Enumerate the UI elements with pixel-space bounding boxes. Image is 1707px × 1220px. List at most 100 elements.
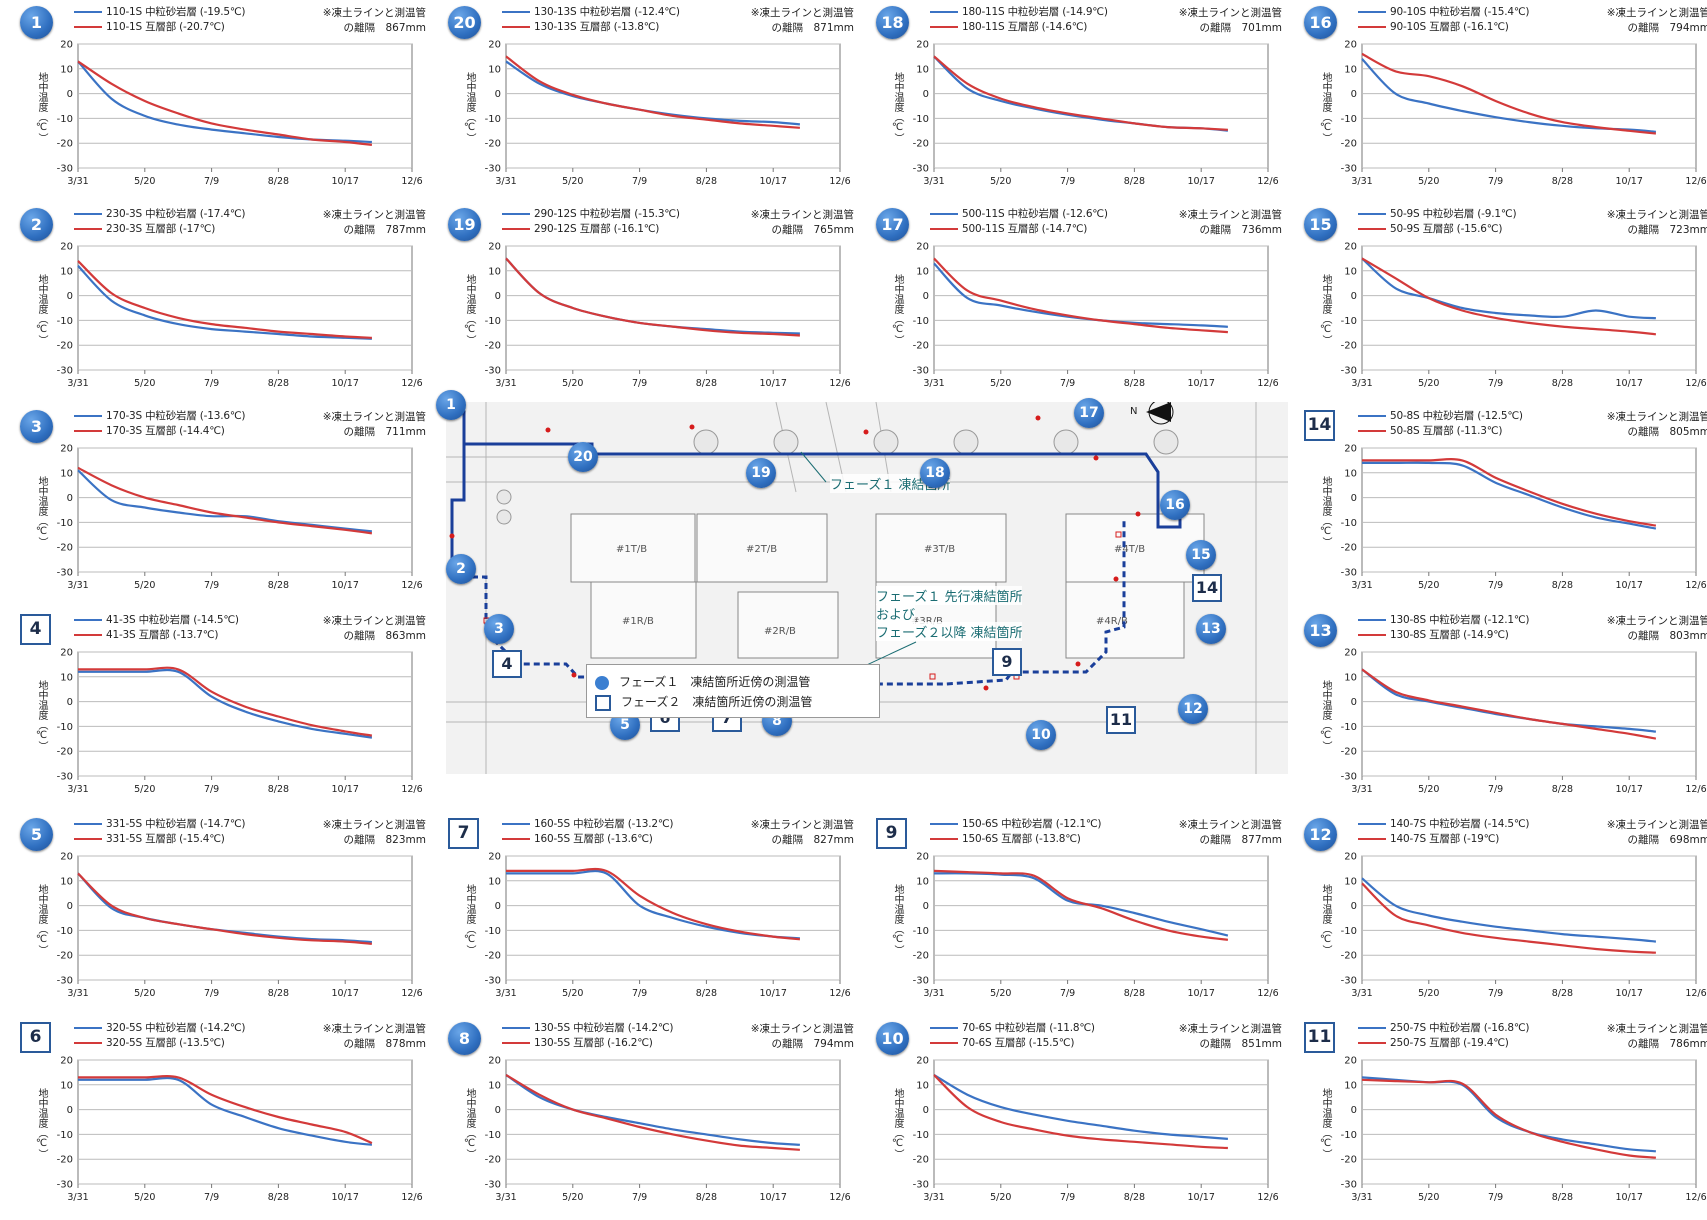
series-line-interbed [78, 61, 372, 144]
plot-frame [1362, 856, 1696, 980]
y-tick-label: -30 [913, 164, 929, 175]
y-tick-label: 10 [916, 64, 929, 75]
x-tick-label: 10/17 [760, 1192, 787, 1203]
x-tick-label: 3/31 [1351, 378, 1372, 389]
distance-note-line2: の離隔 736mm [1200, 222, 1283, 237]
x-tick-label: 3/31 [1351, 580, 1372, 591]
plot-frame [78, 856, 412, 980]
y-tick-label: -20 [57, 543, 73, 554]
plot-frame [78, 448, 412, 572]
legend-swatch [74, 1042, 102, 1044]
x-tick-label: 10/17 [1188, 1192, 1215, 1203]
legend-series-2: 250-7S 互層部 (-19.4℃) [1358, 1035, 1509, 1050]
y-tick-label: -10 [1341, 518, 1357, 529]
y-tick-label: 0 [67, 901, 73, 912]
series-line-interbed [506, 56, 800, 127]
y-axis-label: 地中温度（℃） [890, 1088, 905, 1159]
y-tick-label: -30 [485, 1180, 501, 1191]
y-tick-label: -20 [485, 139, 501, 150]
panel-marker-17: 17 [876, 208, 909, 241]
y-tick-label: -10 [57, 722, 73, 733]
legend-label: 230-3S 互層部 (-17℃) [106, 223, 215, 235]
building-label: #2R/B [764, 626, 796, 637]
y-tick-label: 20 [60, 444, 73, 455]
y-tick-label: 20 [60, 242, 73, 253]
y-axis-label: 地中温度（℃） [462, 72, 477, 143]
y-tick-label: -10 [913, 1130, 929, 1141]
legend-label: 50-8S 互層部 (-11.3℃) [1390, 425, 1502, 437]
legend-series-2: 230-3S 互層部 (-17℃) [74, 221, 215, 236]
y-axis-label: 地中温度（℃） [34, 476, 49, 547]
map-marker-14: 14 [1192, 574, 1222, 602]
y-tick-label: 10 [60, 64, 73, 75]
x-tick-label: 3/31 [1351, 784, 1372, 795]
y-tick-label: -30 [485, 164, 501, 175]
y-tick-label: -20 [485, 951, 501, 962]
legend-label: 180-11S 中粒砂岩層 (-14.9℃) [962, 6, 1108, 18]
legend-swatch [930, 213, 958, 215]
y-tick-label: 0 [1351, 493, 1357, 504]
x-tick-label: 8/28 [1552, 784, 1573, 795]
map-marker-3: 3 [484, 614, 514, 644]
x-tick-label: 10/17 [1188, 378, 1215, 389]
y-tick-label: 20 [60, 1056, 73, 1067]
x-tick-label: 12/6 [1257, 988, 1278, 999]
x-tick-label: 12/6 [829, 988, 850, 999]
y-tick-label: 0 [495, 291, 501, 302]
x-tick-label: 3/31 [67, 176, 88, 187]
legend-label: 70-6S 互層部 (-15.5℃) [962, 1037, 1074, 1049]
map-marker-18: 18 [920, 458, 950, 488]
y-tick-label: 0 [1351, 697, 1357, 708]
x-tick-label: 5/20 [562, 378, 583, 389]
y-axis-label: 地中温度（℃） [1318, 274, 1333, 345]
legend-swatch [1358, 228, 1386, 230]
panel-marker-19: 19 [448, 208, 481, 241]
legend-swatch [74, 1027, 102, 1029]
legend-swatch [1358, 11, 1386, 13]
building-label: #1T/B [616, 544, 647, 555]
legend-label: 110-1S 互層部 (-20.7℃) [106, 21, 225, 33]
y-tick-label: 10 [1344, 468, 1357, 479]
x-tick-label: 7/9 [1488, 988, 1503, 999]
map-marker-12: 12 [1178, 694, 1208, 724]
legend-swatch [502, 228, 530, 230]
y-tick-label: -10 [57, 1130, 73, 1141]
legend-label: 170-3S 互層部 (-14.4℃) [106, 425, 225, 437]
panel-marker-2: 2 [20, 208, 53, 241]
distance-note-line2: の離隔 701mm [1200, 20, 1283, 35]
legend-series-2: 130-8S 互層部 (-14.9℃) [1358, 627, 1509, 642]
x-tick-label: 10/17 [332, 1192, 359, 1203]
y-tick-label: -10 [1341, 926, 1357, 937]
x-tick-label: 10/17 [1616, 378, 1643, 389]
y-tick-label: 10 [916, 1080, 929, 1091]
x-tick-label: 7/9 [204, 988, 219, 999]
panel-marker-4: 4 [20, 614, 51, 645]
y-axis-label: 地中温度（℃） [462, 884, 477, 955]
panel-marker-14: 14 [1304, 410, 1335, 441]
x-tick-label: 12/6 [1685, 988, 1706, 999]
y-tick-label: 20 [488, 852, 501, 863]
legend-swatch [74, 11, 102, 13]
y-tick-label: 10 [1344, 672, 1357, 683]
legend-series-2: 180-11S 互層部 (-14.6℃) [930, 19, 1087, 34]
y-tick-label: 10 [60, 266, 73, 277]
distance-note-line1: ※凍土ラインと測温管 [323, 207, 426, 222]
x-tick-label: 5/20 [562, 176, 583, 187]
legend-swatch [74, 430, 102, 432]
x-tick-label: 8/28 [696, 1192, 717, 1203]
map-marker-11: 11 [1106, 706, 1136, 734]
distance-note-line1: ※凍土ラインと測温管 [1179, 817, 1282, 832]
legend-row-phase1: フェーズ１ 凍結箇所近傍の測温管 [595, 673, 810, 690]
map-marker-17: 17 [1074, 398, 1104, 428]
legend-series-1: 41-3S 中粒砂岩層 (-14.5℃) [74, 612, 239, 627]
plot-frame [506, 1060, 840, 1184]
series-line-interbed [1362, 258, 1656, 334]
y-tick-label: -20 [485, 1155, 501, 1166]
legend-label: 50-8S 中粒砂岩層 (-12.5℃) [1390, 410, 1523, 422]
x-tick-label: 3/31 [1351, 176, 1372, 187]
x-tick-label: 3/31 [1351, 1192, 1372, 1203]
y-tick-label: -30 [57, 772, 73, 783]
